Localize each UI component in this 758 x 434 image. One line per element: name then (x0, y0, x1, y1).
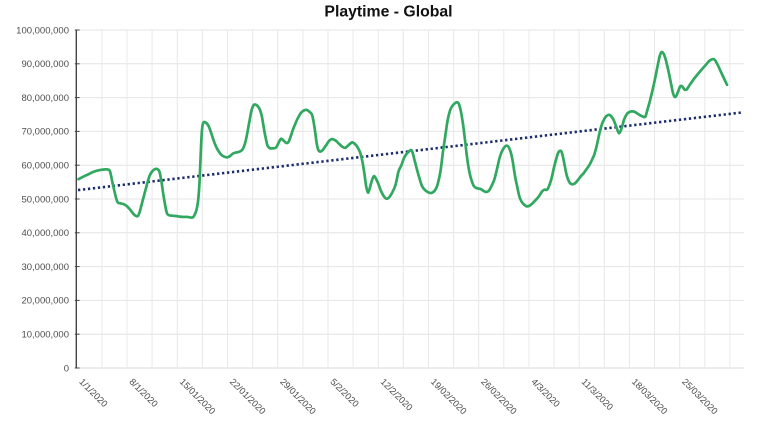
svg-text:Playtime - Global: Playtime - Global (324, 4, 452, 21)
svg-text:70,000,000: 70,000,000 (21, 127, 69, 138)
svg-text:20,000,000: 20,000,000 (21, 296, 69, 307)
svg-text:0: 0 (64, 363, 69, 374)
svg-text:50,000,000: 50,000,000 (21, 194, 69, 205)
svg-text:30,000,000: 30,000,000 (21, 262, 69, 273)
svg-text:90,000,000: 90,000,000 (21, 59, 69, 70)
svg-text:40,000,000: 40,000,000 (21, 228, 69, 239)
svg-text:10,000,000: 10,000,000 (21, 330, 69, 341)
svg-text:100,000,000: 100,000,000 (16, 25, 69, 36)
svg-text:80,000,000: 80,000,000 (21, 93, 69, 104)
svg-text:60,000,000: 60,000,000 (21, 161, 69, 172)
